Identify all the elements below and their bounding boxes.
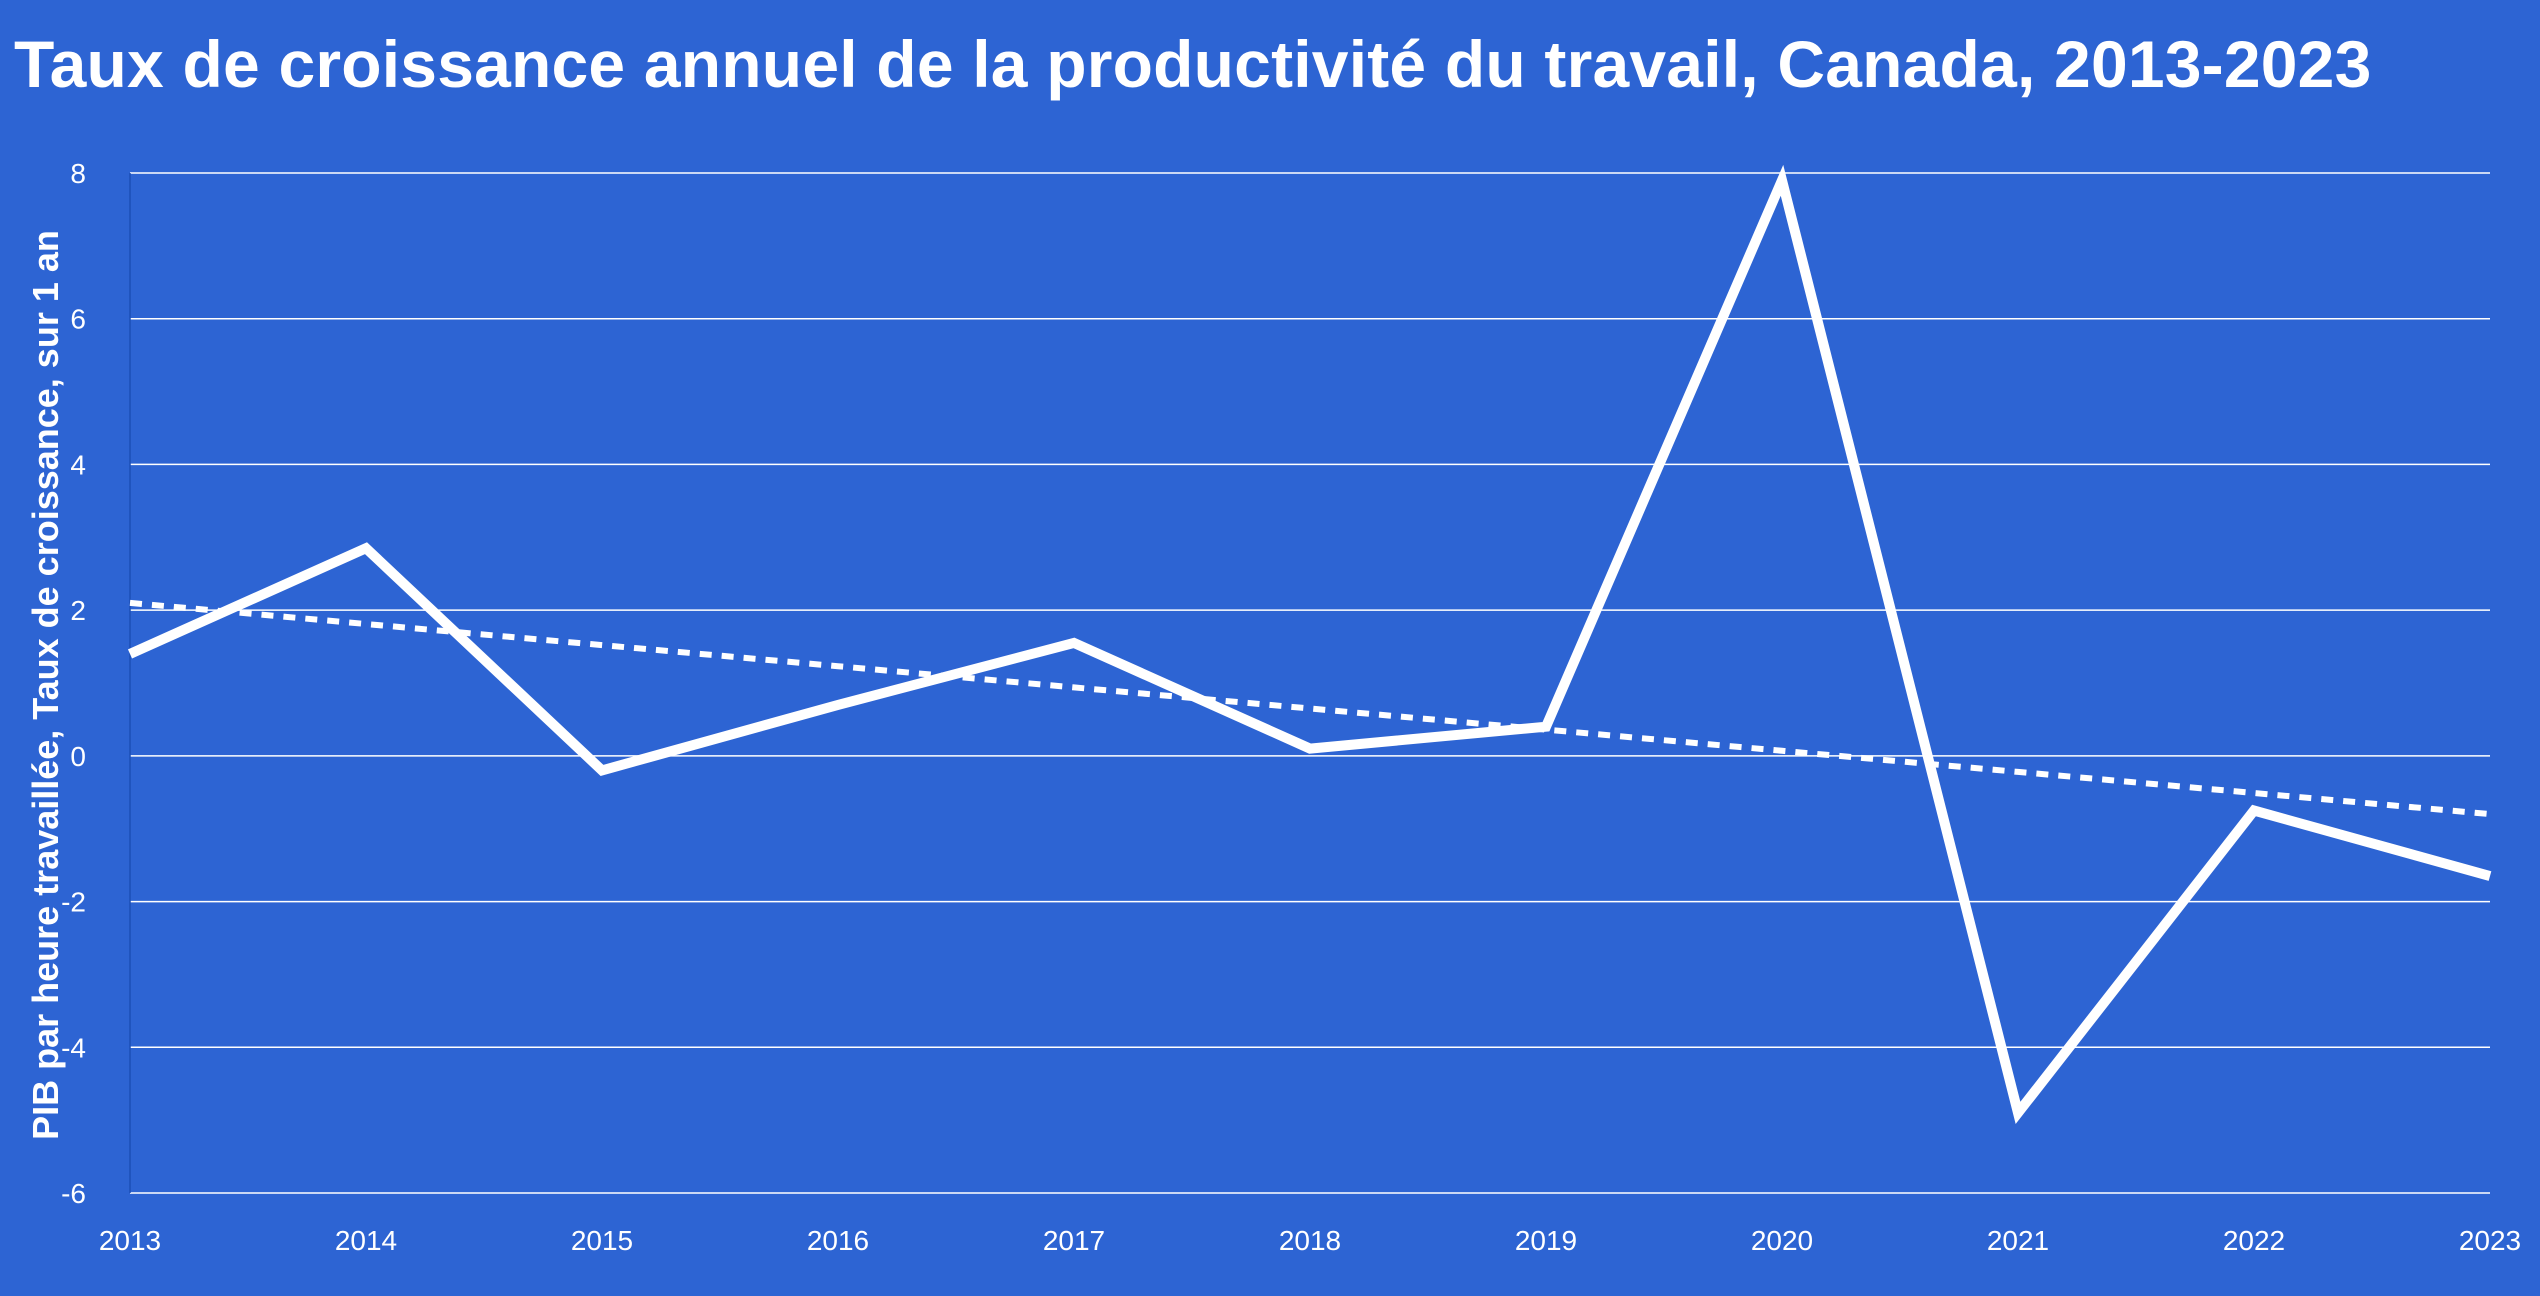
- x-tick-label: 2015: [571, 1225, 633, 1256]
- x-tick-label: 2014: [335, 1225, 397, 1256]
- x-tick-label: 2013: [99, 1225, 161, 1256]
- x-tick-label: 2023: [2459, 1225, 2521, 1256]
- x-tick-label: 2022: [2223, 1225, 2285, 1256]
- x-tick-label: 2020: [1751, 1225, 1813, 1256]
- y-tick-label: -2: [61, 887, 86, 918]
- y-tick-label: -6: [61, 1178, 86, 1209]
- x-tick-label: 2018: [1279, 1225, 1341, 1256]
- y-tick-label: 2: [70, 595, 86, 626]
- x-tick-label: 2016: [807, 1225, 869, 1256]
- x-tick-label: 2019: [1515, 1225, 1577, 1256]
- y-tick-label: 6: [70, 304, 86, 335]
- y-axis-title: PIB par heure travaillée, Taux de croiss…: [25, 230, 66, 1140]
- x-tick-label: 2021: [1987, 1225, 2049, 1256]
- y-tick-label: -4: [61, 1032, 86, 1063]
- y-tick-label: 0: [70, 741, 86, 772]
- x-tick-labels: 2013 2014 2015 2016 2017 2018 2019 2020 2021 2022…: [99, 1225, 2521, 1256]
- y-tick-label: 4: [70, 449, 86, 480]
- series-lines: [127, 164, 2492, 1125]
- y-tick-label: 8: [70, 158, 86, 189]
- trend-line: [129, 599, 2491, 818]
- series-line: [127, 164, 2492, 1125]
- y-tick-labels: -6 -4 -2 0 2 4 6 8: [61, 158, 86, 1209]
- x-tick-label: 2017: [1043, 1225, 1105, 1256]
- gridlines: [129, 172, 2490, 1194]
- chart-title: Taux de croissance annuel de la producti…: [14, 27, 2372, 101]
